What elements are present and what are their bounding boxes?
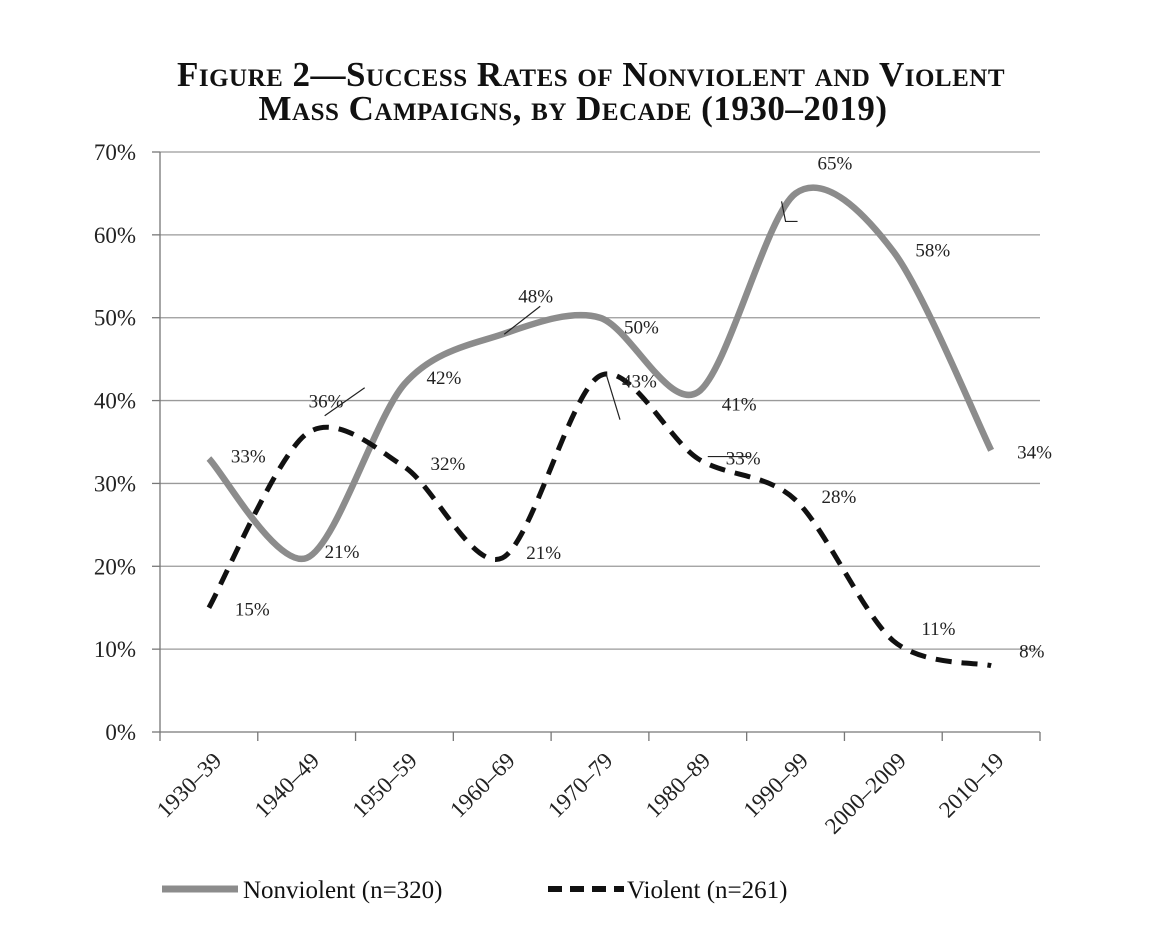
y-tick-label: 40%: [94, 389, 136, 414]
y-tick-label: 20%: [94, 554, 136, 579]
chart-title-line-1: Figure 2—Success Rates of Nonviolent and…: [176, 55, 1006, 94]
legend-label-violent: Violent (n=261): [627, 877, 788, 904]
nonviolent-data-label: 21%: [325, 542, 360, 563]
x-tick-label: 1970–79: [543, 748, 618, 823]
nonviolent-data-label: 58%: [915, 240, 950, 261]
leader-line: [780, 201, 798, 223]
x-tick-label: 2000–2009: [820, 748, 911, 839]
nonviolent-data-label: 33%: [231, 447, 266, 468]
nonviolent-data-label: 42%: [426, 368, 461, 389]
violent-data-label: 43%: [622, 372, 657, 393]
x-tick-label: 1990–99: [738, 748, 813, 823]
leader-line: [324, 387, 366, 417]
violent-data-label: 36%: [309, 392, 344, 413]
y-tick-label: 60%: [94, 223, 136, 248]
y-tick-label: 30%: [94, 471, 136, 496]
violent-data-label: 28%: [822, 487, 857, 508]
violent-data-label: 8%: [1019, 642, 1045, 663]
chart-title-line-2: Mass Campaigns, by Decade (1930–2019): [258, 89, 888, 128]
y-tick-label: 50%: [94, 306, 136, 331]
nonviolent-data-label: 65%: [818, 153, 853, 174]
y-tick-label: 70%: [94, 140, 136, 165]
leader-line: [605, 373, 621, 420]
y-tick-label: 0%: [105, 720, 136, 745]
violent-data-label: 15%: [235, 600, 270, 621]
legend-label-nonviolent: Nonviolent (n=320): [243, 877, 443, 904]
x-tick-label: 1940–49: [250, 748, 325, 823]
violent-data-label: 33%: [726, 449, 761, 470]
x-tick-label: 1930–39: [152, 748, 227, 823]
x-tick-label: 2010–19: [934, 748, 1009, 823]
nonviolent-data-label: 48%: [518, 286, 553, 307]
leader-line: [503, 305, 541, 335]
x-tick-label: 1950–59: [347, 748, 422, 823]
series-line-violent: [206, 371, 992, 669]
nonviolent-data-label: 34%: [1017, 442, 1052, 463]
x-tick-label: 1960–69: [445, 748, 520, 823]
violent-data-label: 32%: [430, 454, 465, 475]
nonviolent-data-label: 50%: [624, 318, 659, 339]
violent-data-label: 11%: [921, 619, 955, 640]
x-tick-label: 1980–89: [641, 748, 716, 823]
nonviolent-data-label: 41%: [722, 394, 757, 415]
violent-data-label: 21%: [526, 543, 561, 564]
series-line-nonviolent: [206, 184, 995, 563]
y-tick-label: 10%: [94, 637, 136, 662]
